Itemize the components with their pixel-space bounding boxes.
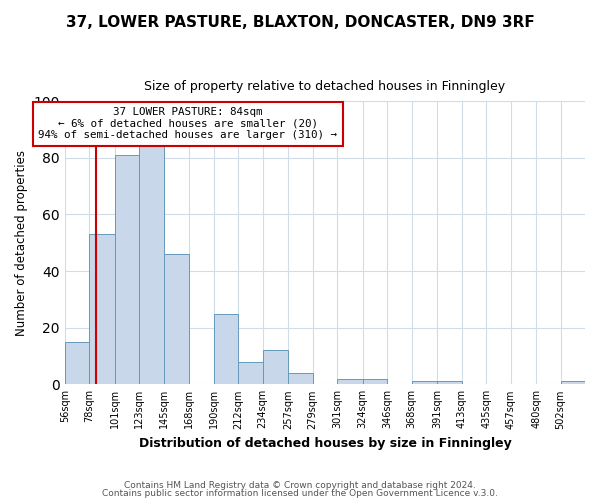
Bar [115,155,139,384]
Bar [238,362,263,384]
Text: 37 LOWER PASTURE: 84sqm
← 6% of detached houses are smaller (20)
94% of semi-det: 37 LOWER PASTURE: 84sqm ← 6% of detached… [38,107,337,140]
Bar [412,382,437,384]
Text: Contains public sector information licensed under the Open Government Licence v.: Contains public sector information licen… [102,488,498,498]
Text: Contains HM Land Registry data © Crown copyright and database right 2024.: Contains HM Land Registry data © Crown c… [124,481,476,490]
Bar [288,373,313,384]
Title: Size of property relative to detached houses in Finningley: Size of property relative to detached ho… [145,80,505,93]
Bar [437,382,461,384]
Bar [139,146,164,384]
Bar [560,382,585,384]
Bar [337,378,362,384]
Bar [164,254,189,384]
Bar [214,314,238,384]
X-axis label: Distribution of detached houses by size in Finningley: Distribution of detached houses by size … [139,437,511,450]
Text: 37, LOWER PASTURE, BLAXTON, DONCASTER, DN9 3RF: 37, LOWER PASTURE, BLAXTON, DONCASTER, D… [65,15,535,30]
Bar [65,342,89,384]
Bar [362,378,387,384]
Y-axis label: Number of detached properties: Number of detached properties [15,150,28,336]
Bar [89,234,115,384]
Bar [263,350,288,384]
